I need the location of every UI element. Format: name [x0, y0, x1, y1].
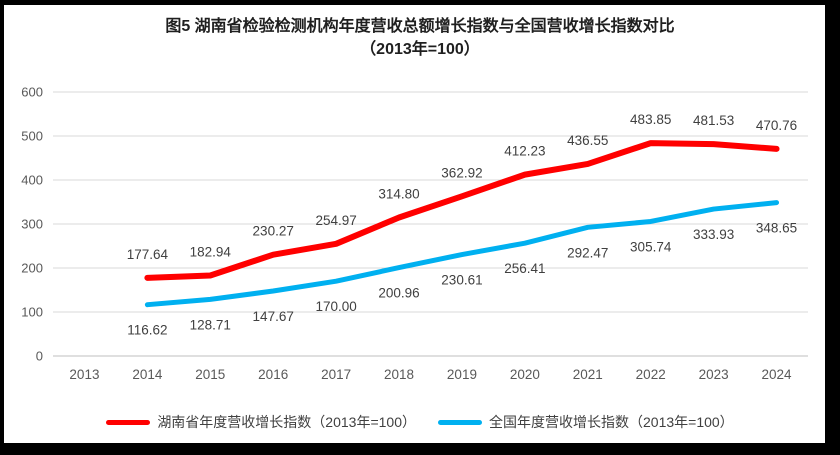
data-label-series0-2024: 470.76 — [756, 118, 797, 133]
data-label-series1-2019: 230.61 — [441, 273, 482, 288]
x-tick-label-2021: 2021 — [573, 367, 603, 382]
legend-swatch-national-icon — [438, 419, 482, 425]
chart-title-line1: 图5 湖南省检验检测机构年度营收总额增长指数与全国营收增长指数对比 — [165, 18, 675, 35]
x-tick-label-2019: 2019 — [447, 367, 477, 382]
x-tick-label-2022: 2022 — [636, 367, 666, 382]
x-tick-label-2020: 2020 — [510, 367, 540, 382]
data-label-series0-2020: 412.23 — [504, 144, 545, 159]
x-tick-label-2017: 2017 — [321, 367, 351, 382]
data-label-series0-2017: 254.97 — [315, 213, 356, 228]
data-label-series0-2014: 177.64 — [127, 247, 169, 262]
y-tick-label-500: 500 — [21, 129, 43, 144]
x-tick-label-2016: 2016 — [258, 367, 288, 382]
data-label-series1-2016: 147.67 — [253, 309, 294, 324]
data-label-series1-2014: 116.62 — [127, 323, 167, 338]
chart-title-line2: （2013年=100） — [360, 41, 480, 58]
data-label-series0-2016: 230.27 — [253, 224, 294, 239]
data-label-series0-2022: 483.85 — [630, 112, 671, 127]
legend-item-national: 全国年度营收增长指数（2013年=100） — [438, 412, 734, 432]
series-line-0 — [144, 140, 780, 281]
y-tick-label-200: 200 — [21, 261, 43, 276]
x-tick-label-2014: 2014 — [132, 367, 163, 382]
data-label-series0-2018: 314.80 — [378, 186, 419, 201]
legend-label-hunan: 湖南省年度营收增长指数（2013年=100） — [157, 414, 416, 430]
x-tick-label-2013: 2013 — [69, 367, 99, 382]
data-label-series0-2019: 362.92 — [441, 165, 482, 180]
x-tick-label-2015: 2015 — [195, 367, 225, 382]
y-tick-label-600: 600 — [21, 85, 43, 100]
data-label-series1-2024: 348.65 — [756, 221, 797, 236]
data-label-series1-2023: 333.93 — [693, 227, 734, 242]
data-label-series0-2021: 436.55 — [567, 133, 608, 148]
data-label-series0-2023: 481.53 — [693, 113, 734, 128]
chart-legend: 湖南省年度营收增长指数（2013年=100） 全国年度营收增长指数（2013年=… — [0, 412, 840, 432]
data-label-series1-2018: 200.96 — [378, 286, 419, 301]
data-label-series1-2022: 305.74 — [630, 239, 672, 254]
chart-title: 图5 湖南省检验检测机构年度营收总额增长指数与全国营收增长指数对比 （2013年… — [0, 15, 840, 61]
x-tick-label-2024: 2024 — [762, 367, 793, 382]
y-tick-label-300: 300 — [21, 217, 43, 232]
data-label-series1-2015: 128.71 — [190, 317, 231, 332]
y-tick-label-100: 100 — [21, 305, 43, 320]
data-label-series1-2020: 256.41 — [504, 261, 545, 276]
series-line-1 — [144, 200, 780, 308]
data-label-series1-2021: 292.47 — [567, 245, 608, 260]
x-tick-label-2018: 2018 — [384, 367, 414, 382]
data-label-series1-2017: 170.00 — [315, 299, 356, 314]
x-tick-label-2023: 2023 — [699, 367, 729, 382]
legend-item-hunan: 湖南省年度营收增长指数（2013年=100） — [106, 412, 416, 432]
data-label-series0-2015: 182.94 — [190, 245, 232, 260]
legend-label-national: 全国年度营收增长指数（2013年=100） — [489, 414, 734, 430]
y-tick-label-0: 0 — [36, 349, 43, 364]
legend-swatch-hunan-icon — [106, 419, 151, 425]
y-tick-label-400: 400 — [21, 173, 43, 188]
